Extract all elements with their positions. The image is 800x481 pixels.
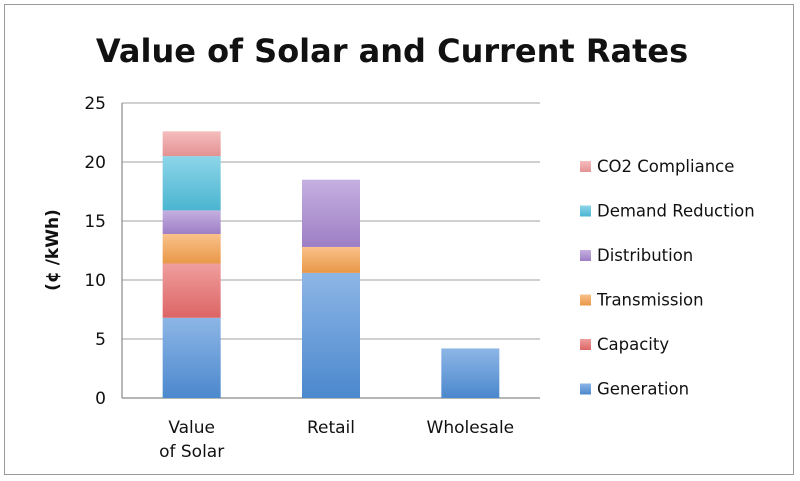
- bar-segment-generation: [441, 348, 500, 398]
- x-tick-label: Wholesale: [427, 418, 515, 438]
- chart-title: Value of Solar and Current Rates: [96, 32, 688, 70]
- bars: [162, 131, 500, 398]
- x-tick-label: Retail: [307, 418, 355, 438]
- bar-segment-generation: [162, 317, 221, 398]
- legend-label: Capacity: [597, 335, 669, 354]
- x-tick-labels: Value of Solar Retail Wholesale: [159, 418, 514, 462]
- legend: CO2 Compliance Demand Reduction Distributi…: [580, 157, 755, 399]
- chart-frame: [4, 4, 794, 475]
- y-tick-label: 5: [95, 330, 106, 350]
- legend-swatch: [580, 161, 591, 172]
- bar-segment-co2-compliance: [162, 131, 221, 157]
- y-tick-label: 25: [84, 94, 106, 114]
- legend-swatch: [580, 339, 591, 350]
- y-tick-labels: 0 5 10 15 20 25: [84, 94, 106, 409]
- legend-item-transmission: Transmission: [580, 291, 704, 310]
- legend-label: Transmission: [596, 291, 704, 310]
- bar-segment-capacity: [162, 263, 221, 318]
- bar-segment-demand-reduction: [162, 156, 221, 211]
- y-tick-label: 0: [95, 389, 106, 409]
- y-tick-label: 10: [84, 271, 106, 291]
- bar-segment-transmission: [162, 233, 221, 264]
- legend-label: Demand Reduction: [597, 202, 755, 221]
- legend-item-generation: Generation: [580, 380, 689, 399]
- legend-label: Distribution: [597, 246, 693, 265]
- y-axis-label: (¢ /kWh): [43, 209, 63, 291]
- y-tick-label: 20: [84, 153, 106, 173]
- legend-item-demand-reduction: Demand Reduction: [580, 202, 755, 221]
- legend-item-co2-compliance: CO2 Compliance: [580, 157, 734, 176]
- legend-swatch: [580, 383, 591, 395]
- bar-segment-distribution: [162, 210, 221, 234]
- y-tick-label: 15: [84, 212, 106, 232]
- legend-swatch: [580, 250, 591, 261]
- legend-label: Generation: [597, 380, 689, 399]
- legend-swatch: [580, 294, 591, 306]
- legend-item-distribution: Distribution: [580, 246, 693, 265]
- x-tick-label: of Solar: [159, 442, 224, 462]
- bar-segment-transmission: [302, 246, 360, 273]
- legend-label: CO2 Compliance: [597, 157, 734, 176]
- bar-segment-distribution: [302, 179, 360, 247]
- legend-swatch: [580, 205, 591, 217]
- bar-segment-generation: [302, 272, 360, 398]
- x-tick-label: Value: [168, 418, 215, 438]
- legend-item-capacity: Capacity: [580, 335, 669, 354]
